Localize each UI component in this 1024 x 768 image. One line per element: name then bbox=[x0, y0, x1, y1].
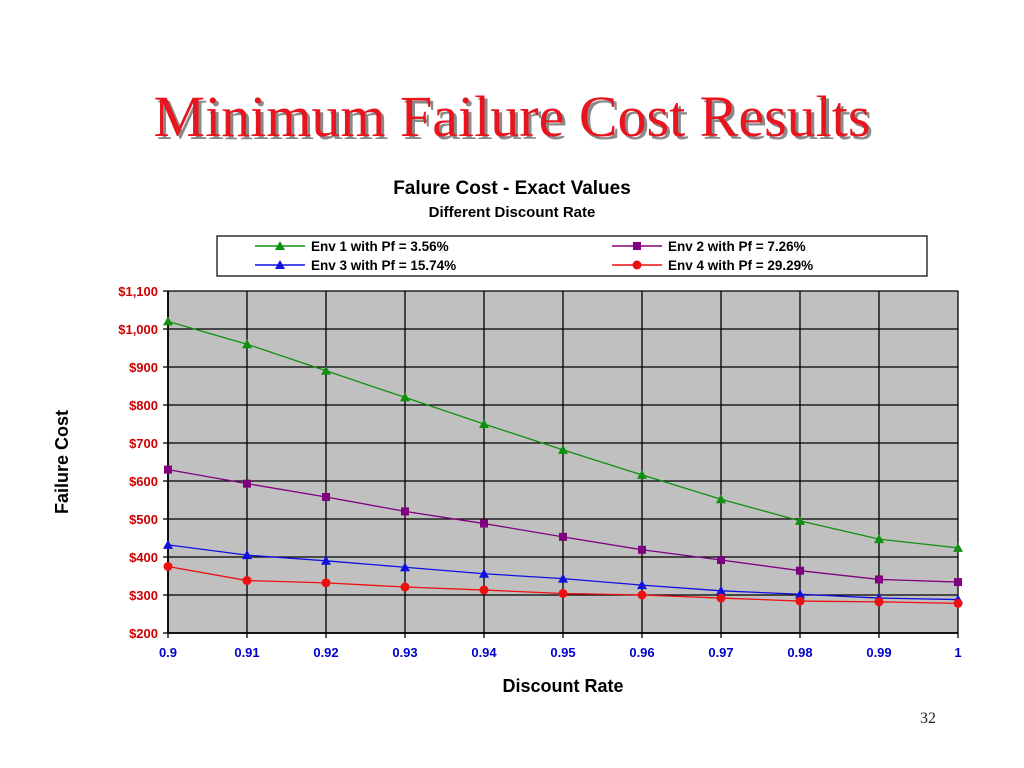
slide-title: Minimum Failure Cost Results bbox=[153, 84, 871, 149]
series-4-point bbox=[795, 596, 805, 606]
series-1 bbox=[163, 316, 963, 552]
y-axis-label: Failure Cost bbox=[52, 410, 72, 514]
x-tick-label: 0.91 bbox=[234, 645, 259, 660]
series-1-point bbox=[400, 392, 410, 402]
x-tick-label: 0.94 bbox=[471, 645, 497, 660]
x-tick-label: 0.98 bbox=[787, 645, 812, 660]
series-1-point bbox=[637, 469, 647, 479]
series-3-point bbox=[716, 585, 726, 595]
y-tick-label: $400 bbox=[129, 550, 158, 565]
series-1-point bbox=[479, 419, 489, 428]
series-1-point bbox=[163, 316, 173, 326]
legend-entry-3: Env 3 with Pf = 15.74% bbox=[255, 258, 456, 273]
series-2-point bbox=[243, 479, 251, 488]
legend-entry-4: Env 4 with Pf = 29.29% bbox=[612, 258, 813, 273]
x-axis-label: Discount Rate bbox=[502, 676, 623, 696]
legend-items: Env 1 with Pf = 3.56% Env 2 with Pf = 7.2… bbox=[255, 239, 813, 273]
x-tick-label: 0.9 bbox=[159, 645, 177, 660]
series-4-point bbox=[716, 593, 726, 603]
x-tick-label: 0.97 bbox=[708, 645, 733, 660]
legend-box bbox=[216, 235, 928, 277]
series-4-point bbox=[558, 588, 568, 598]
series-4-point bbox=[874, 597, 884, 607]
legend-marker bbox=[633, 242, 641, 250]
y-tick-label: $800 bbox=[129, 398, 158, 413]
legend-marker bbox=[632, 260, 642, 270]
series-2-point bbox=[796, 566, 804, 575]
series-1-point bbox=[953, 542, 963, 552]
series-2-point bbox=[401, 507, 409, 516]
y-tick-label: $1,000 bbox=[118, 322, 158, 337]
series-2-point bbox=[480, 519, 488, 528]
x-tick-label: 1 bbox=[954, 645, 961, 660]
legend-marker bbox=[275, 241, 285, 250]
series-2-point bbox=[875, 575, 883, 584]
legend: Env 1 with Pf = 3.56% Env 2 with Pf = 7.2… bbox=[216, 235, 928, 277]
series-4-point bbox=[242, 576, 252, 586]
series-4-point bbox=[953, 598, 963, 608]
series-2-point bbox=[559, 532, 567, 541]
series-4-point bbox=[479, 585, 489, 595]
series-1-point bbox=[716, 494, 726, 504]
x-tick-label: 0.93 bbox=[392, 645, 417, 660]
series-3-point bbox=[321, 555, 331, 565]
series-3-point bbox=[558, 573, 568, 583]
y-tick-label: $300 bbox=[129, 588, 158, 603]
y-tick-label: $600 bbox=[129, 474, 158, 489]
series-3-point bbox=[479, 568, 489, 578]
series-2-point bbox=[717, 556, 725, 565]
series-3-point bbox=[795, 589, 805, 599]
series-4-point bbox=[637, 590, 647, 600]
series-3-point bbox=[242, 550, 252, 560]
series-1-point bbox=[242, 339, 252, 349]
y-tick-label: $1,100 bbox=[118, 284, 158, 299]
y-tick-label: $700 bbox=[129, 436, 158, 451]
series-1-point bbox=[321, 365, 331, 375]
legend-label: Env 3 with Pf = 15.74% bbox=[311, 258, 456, 273]
series-2-point bbox=[954, 578, 962, 587]
series-4-point bbox=[163, 562, 173, 571]
plot-area: $200 $300 $400 $500 $600 $700 $800 $900 $1,000 $1… bbox=[118, 284, 963, 660]
legend-marker bbox=[275, 260, 285, 269]
legend-label: Env 4 with Pf = 29.29% bbox=[668, 258, 813, 273]
page-number: 32 bbox=[920, 710, 936, 727]
x-tick-label: 0.99 bbox=[866, 645, 891, 660]
series-2 bbox=[164, 465, 962, 587]
y-tick-label: $200 bbox=[129, 626, 158, 641]
series-1-point bbox=[795, 515, 805, 525]
series-3-point bbox=[637, 580, 647, 590]
y-tick-label: $500 bbox=[129, 512, 158, 527]
series-3-point bbox=[400, 562, 410, 572]
series-1-point bbox=[558, 444, 568, 454]
legend-entry-1: Env 1 with Pf = 3.56% bbox=[255, 239, 449, 254]
series-4-point bbox=[321, 578, 331, 588]
legend-label: Env 2 with Pf = 7.26% bbox=[668, 239, 806, 254]
series-4-point bbox=[400, 582, 410, 592]
legend-entry-2: Env 2 with Pf = 7.26% bbox=[612, 239, 806, 254]
legend-label: Env 1 with Pf = 3.56% bbox=[311, 239, 449, 254]
series-2-point bbox=[322, 492, 330, 501]
chart-subtitle: Different Discount Rate bbox=[429, 204, 596, 221]
x-tick-label: 0.95 bbox=[550, 645, 575, 660]
series-3-point bbox=[163, 539, 173, 549]
series-2-point bbox=[164, 465, 172, 474]
y-tick-label: $900 bbox=[129, 360, 158, 375]
chart-title: Falure Cost - Exact Values bbox=[393, 178, 631, 199]
x-tick-label: 0.96 bbox=[629, 645, 654, 660]
series-1-point bbox=[874, 534, 884, 544]
series-2-point bbox=[638, 545, 646, 554]
series-4 bbox=[163, 562, 963, 608]
x-tick-label: 0.92 bbox=[313, 645, 338, 660]
